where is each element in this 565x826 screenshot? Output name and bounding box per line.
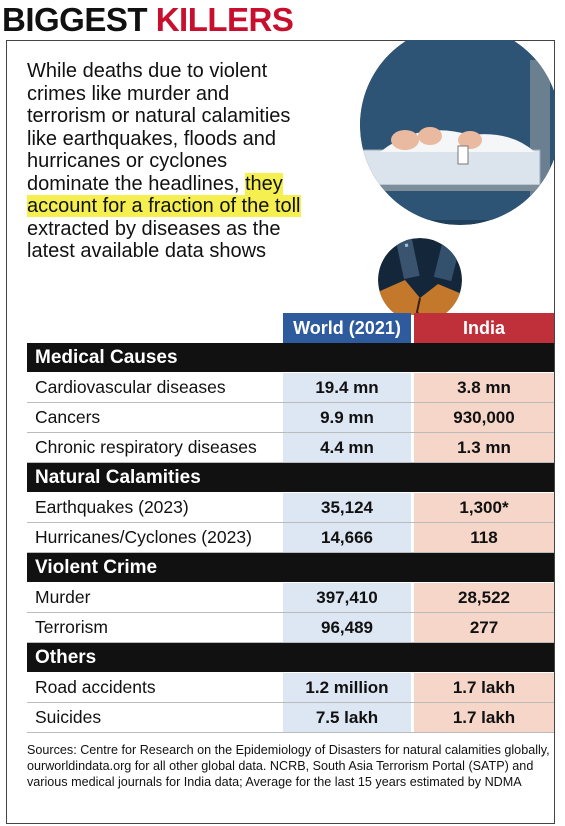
sources-note: Sources: Centre for Research on the Epid…	[27, 743, 550, 789]
world-value: 19.4 mn	[283, 373, 411, 402]
intro-after: extracted by diseases as the latest avai…	[27, 217, 281, 263]
intro-before: While deaths due to violent crimes like …	[27, 60, 291, 195]
section-header: Violent Crime	[27, 553, 554, 582]
row-label: Suicides	[35, 707, 102, 727]
row-divider	[27, 702, 554, 703]
table-row: Road accidents 1.2 million 1.7 lakh	[27, 673, 554, 703]
headline: BIGGEST KILLERS	[2, 0, 294, 40]
india-value: 1,300*	[414, 493, 554, 522]
table-row: Suicides 7.5 lakh 1.7 lakh	[27, 703, 554, 733]
world-value: 9.9 mn	[283, 403, 411, 432]
content-frame	[6, 40, 555, 824]
row-label: Hurricanes/Cyclones (2023)	[35, 527, 252, 547]
intro-text: While deaths due to violent crimes like …	[27, 60, 312, 263]
row-divider	[27, 462, 554, 463]
world-value: 14,666	[283, 523, 411, 552]
row-divider	[27, 522, 554, 523]
india-value: 1.3 mn	[414, 433, 554, 462]
india-value: 277	[414, 613, 554, 642]
row-label: Cancers	[35, 407, 101, 427]
table-row: Earthquakes (2023) 35,124 1,300*	[27, 493, 554, 523]
india-value: 3.8 mn	[414, 373, 554, 402]
illustration-morgue-and-disaster	[360, 40, 555, 315]
headline-part-1: BIGGEST	[2, 1, 156, 38]
column-header-india: India	[414, 313, 554, 343]
row-label: Chronic respiratory diseases	[35, 437, 257, 457]
morgue-scene	[360, 40, 555, 225]
india-value: 28,522	[414, 583, 554, 612]
world-value: 397,410	[283, 583, 411, 612]
headline-part-2: KILLERS	[155, 1, 294, 38]
row-label: Terrorism	[35, 617, 108, 637]
section-header: Medical Causes	[27, 343, 554, 372]
india-value: 1.7 lakh	[414, 673, 554, 702]
row-divider	[27, 432, 554, 433]
earthquake-scene	[378, 238, 462, 315]
row-label: Murder	[35, 587, 91, 607]
table-row: Terrorism 96,489 277	[27, 613, 554, 643]
world-value: 7.5 lakh	[283, 703, 411, 732]
column-header-world: World (2021)	[283, 313, 411, 343]
india-value: 1.7 lakh	[414, 703, 554, 732]
world-value: 96,489	[283, 613, 411, 642]
table-row: Cancers 9.9 mn 930,000	[27, 403, 554, 433]
table-row: Cardiovascular diseases 19.4 mn 3.8 mn	[27, 373, 554, 403]
row-label: Road accidents	[35, 677, 156, 697]
row-divider	[27, 642, 554, 643]
row-label: Earthquakes (2023)	[35, 497, 189, 517]
section-header: Others	[27, 643, 554, 672]
row-label: Cardiovascular diseases	[35, 377, 226, 397]
row-divider	[27, 612, 554, 613]
india-value: 118	[414, 523, 554, 552]
world-value: 1.2 million	[283, 673, 411, 702]
table-row: Murder 397,410 28,522	[27, 583, 554, 613]
row-divider	[27, 402, 554, 403]
india-value: 930,000	[414, 403, 554, 432]
world-value: 35,124	[283, 493, 411, 522]
table-row: Hurricanes/Cyclones (2023) 14,666 118	[27, 523, 554, 553]
section-header: Natural Calamities	[27, 463, 554, 492]
row-divider	[27, 732, 554, 733]
table-row: Chronic respiratory diseases 4.4 mn 1.3 mn	[27, 433, 554, 463]
row-divider	[27, 552, 554, 553]
world-value: 4.4 mn	[283, 433, 411, 462]
